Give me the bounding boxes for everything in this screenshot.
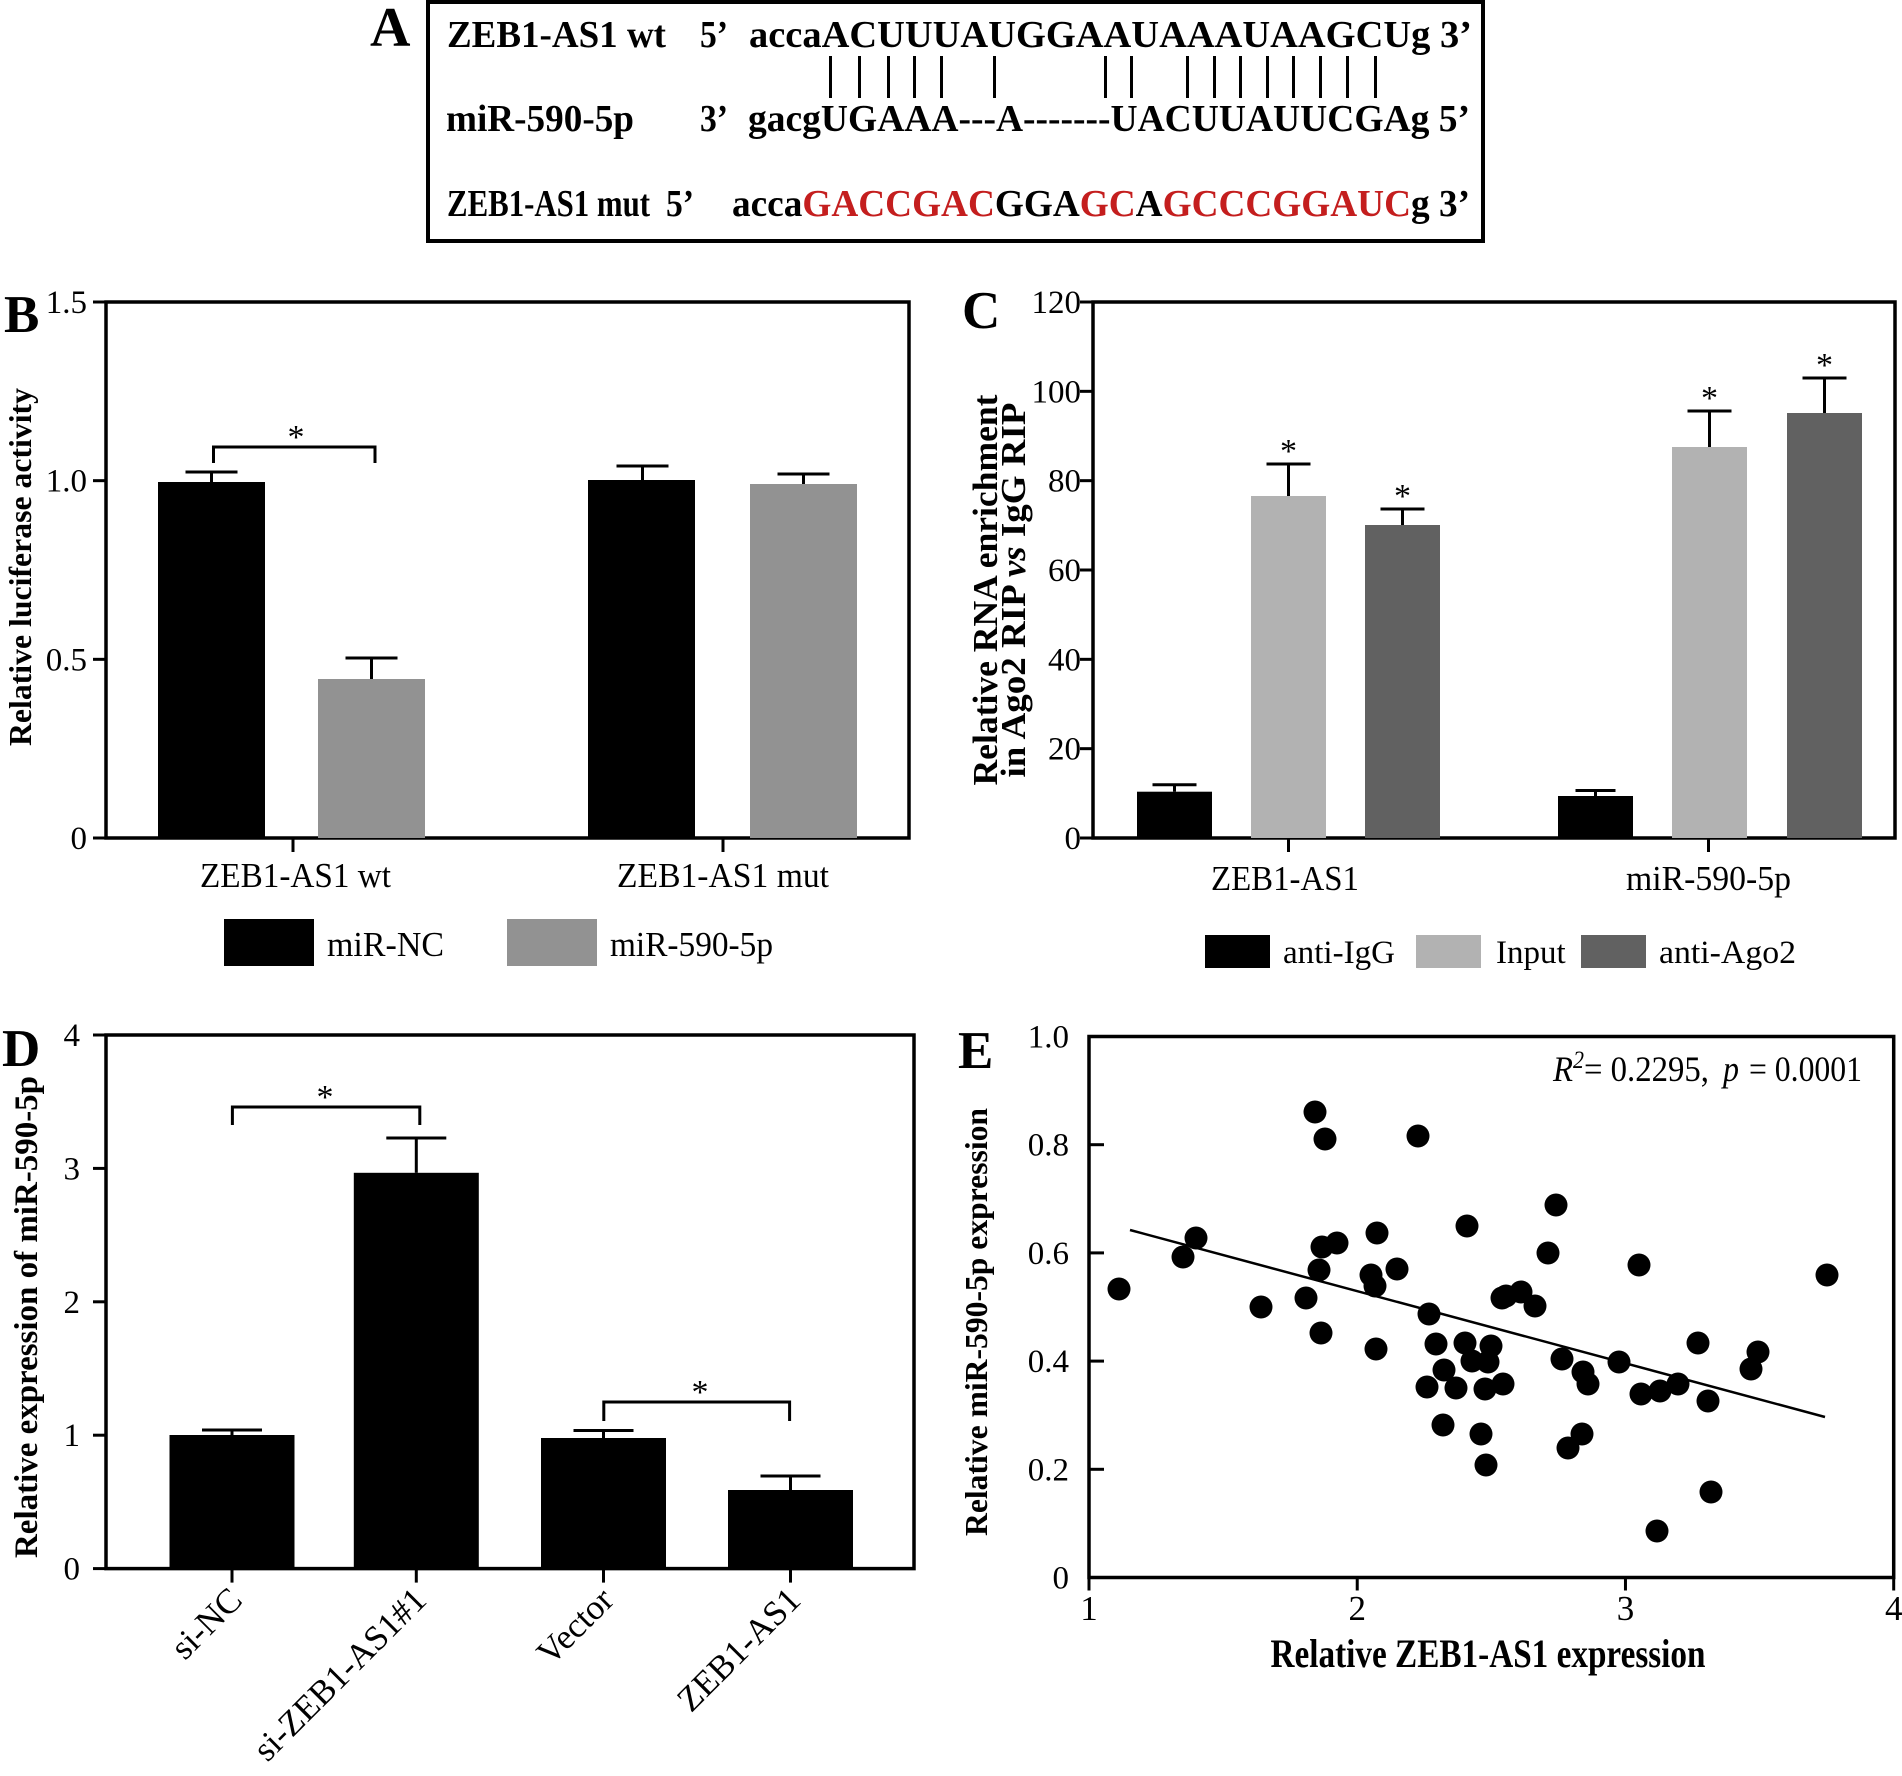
svg-text:p: p xyxy=(1720,1049,1739,1089)
svg-text:miR-590-5p: miR-590-5p xyxy=(610,925,773,964)
svg-text:miR-590-5p: miR-590-5p xyxy=(446,98,634,140)
svg-text:Relative miR-590-5p expression: Relative miR-590-5p expression xyxy=(958,1108,994,1536)
svg-text:B: B xyxy=(4,286,39,344)
svg-text:ZEB1-AS1 mut: ZEB1-AS1 mut xyxy=(447,183,650,225)
svg-text:0.4: 0.4 xyxy=(1028,1344,1069,1380)
svg-text:*: * xyxy=(317,1079,334,1116)
svg-text:*: * xyxy=(1816,347,1833,384)
svg-text:0.6: 0.6 xyxy=(1028,1236,1069,1272)
svg-text:40: 40 xyxy=(1048,642,1081,678)
svg-text:4: 4 xyxy=(64,1018,81,1054)
svg-text:100: 100 xyxy=(1032,374,1082,410)
svg-text:= 0.2295,: = 0.2295, xyxy=(1584,1049,1709,1089)
svg-text:ZEB1-AS1: ZEB1-AS1 xyxy=(1211,859,1359,898)
svg-text:*: * xyxy=(288,419,305,456)
svg-text:0.8: 0.8 xyxy=(1028,1128,1069,1164)
svg-text:miR-590-5p: miR-590-5p xyxy=(1626,859,1791,898)
svg-text:A: A xyxy=(370,0,411,59)
svg-text:*: * xyxy=(692,1374,709,1411)
svg-text:Relative expression of miR-590: Relative expression of miR-590-5p xyxy=(9,1076,45,1558)
svg-text:0.5: 0.5 xyxy=(46,642,87,678)
svg-text:*: * xyxy=(1394,478,1411,515)
svg-text:2: 2 xyxy=(1573,1047,1584,1074)
svg-text:0.2: 0.2 xyxy=(1028,1452,1069,1488)
svg-text:0: 0 xyxy=(71,821,88,857)
svg-text:Relative ZEB1-AS1 expression: Relative ZEB1-AS1 expression xyxy=(1271,1631,1706,1676)
svg-text:D: D xyxy=(2,1020,40,1078)
svg-text:Relative luciferase activity: Relative luciferase activity xyxy=(2,388,38,746)
svg-text:0: 0 xyxy=(1053,1561,1070,1597)
svg-text:miR-NC: miR-NC xyxy=(327,925,444,964)
svg-text:accaGACCGACGGAGCAGCCCGGAUCg 3’: accaGACCGACGGAGCAGCCCGGAUCg 3’ xyxy=(732,183,1470,225)
svg-text:0: 0 xyxy=(1065,821,1082,857)
svg-text:3: 3 xyxy=(64,1151,81,1187)
svg-text:Relative RNA enrichment: Relative RNA enrichment xyxy=(966,394,1005,785)
svg-text:1: 1 xyxy=(64,1418,81,1454)
svg-text:2: 2 xyxy=(64,1285,81,1321)
svg-text:gacgUGAAA---A-------UACUUAUUCG: gacgUGAAA---A-------UACUUAUUCGAg 5’ xyxy=(748,98,1470,140)
svg-text:120: 120 xyxy=(1032,285,1082,321)
svg-text:ZEB1-AS1 mut: ZEB1-AS1 mut xyxy=(617,856,829,895)
svg-text:0: 0 xyxy=(64,1552,81,1588)
svg-text:ZEB1-AS1 wt: ZEB1-AS1 wt xyxy=(200,856,391,895)
svg-text:*: * xyxy=(1280,433,1297,470)
svg-text:1.0: 1.0 xyxy=(46,464,87,500)
svg-text:60: 60 xyxy=(1048,553,1081,589)
svg-text:4: 4 xyxy=(1885,1589,1902,1628)
svg-text:1.5: 1.5 xyxy=(46,285,87,321)
svg-text:in Ago2 RIP vs IgG RIP: in Ago2 RIP vs IgG RIP xyxy=(994,403,1033,778)
svg-text:5’: 5’ xyxy=(666,183,694,225)
svg-text:anti-Ago2: anti-Ago2 xyxy=(1659,935,1796,971)
svg-text:*: * xyxy=(1701,380,1718,417)
svg-text:accaACUUUAUGGAAUAAAUAAGCUg 3’: accaACUUUAUGGAAUAAAUAAGCUg 3’ xyxy=(749,14,1472,56)
svg-text:anti-IgG: anti-IgG xyxy=(1283,935,1395,971)
svg-text:R: R xyxy=(1552,1049,1573,1089)
svg-text:C: C xyxy=(962,282,1000,340)
svg-text:1.0: 1.0 xyxy=(1028,1020,1069,1056)
svg-text:1: 1 xyxy=(1080,1589,1098,1628)
svg-text:= 0.0001: = 0.0001 xyxy=(1749,1049,1862,1089)
svg-text:20: 20 xyxy=(1048,732,1081,768)
svg-text:3’: 3’ xyxy=(700,98,728,140)
svg-text:3: 3 xyxy=(1617,1589,1635,1628)
svg-text:E: E xyxy=(958,1022,993,1080)
svg-text:ZEB1-AS1 wt: ZEB1-AS1 wt xyxy=(447,14,666,56)
svg-text:5’: 5’ xyxy=(700,14,728,56)
svg-text:Input: Input xyxy=(1496,935,1566,971)
svg-text:2: 2 xyxy=(1348,1589,1366,1628)
svg-text:80: 80 xyxy=(1048,464,1081,500)
